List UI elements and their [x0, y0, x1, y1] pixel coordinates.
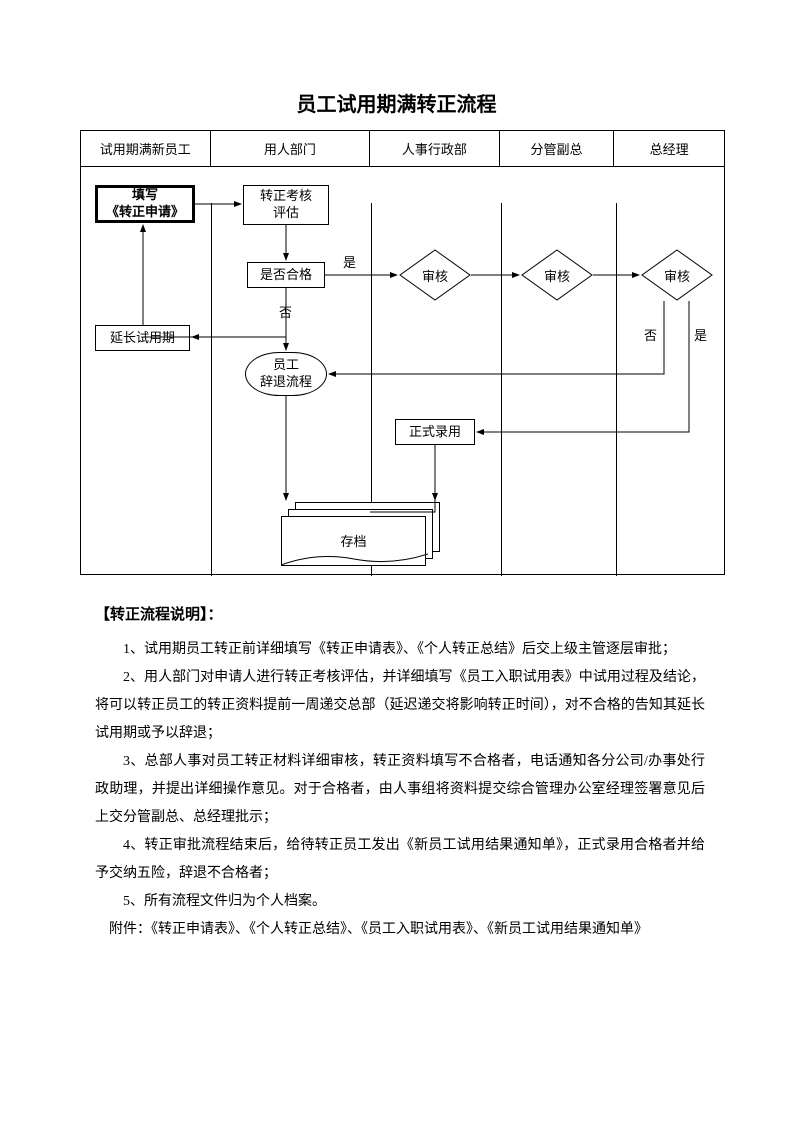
node-extend-probation: 延长试用期: [95, 325, 190, 351]
lane-divider: [616, 203, 617, 576]
node-text: 延长试用期: [110, 330, 175, 347]
node-review-vp: 审核: [521, 249, 593, 301]
node-assessment: 转正考核 评估: [243, 185, 329, 225]
node-text: 填写: [132, 187, 158, 204]
node-text: 员工: [273, 357, 299, 374]
desc-item: 5、所有流程文件归为个人档案。: [95, 888, 705, 916]
flow-area: 填写 《转正申请》 转正考核 评估 是否合格 延长试用期 员工 辞退流程 审核: [81, 167, 724, 576]
node-review-gm: 审核: [641, 249, 713, 301]
node-text: 审核: [664, 266, 690, 285]
desc-appendix: 附件：《转正申请表》、《个人转正总结》、《员工入职试用表》、《新员工试用结果通知…: [95, 916, 705, 944]
page-title: 员工试用期满转正流程: [0, 0, 793, 133]
node-text: 审核: [422, 266, 448, 285]
edge-label-no: 否: [279, 302, 292, 321]
description-section: 【转正流程说明】： 1、试用期员工转正前详细填写《转正申请表》、《个人转正总结》…: [95, 600, 705, 944]
node-review-hr: 审核: [399, 249, 471, 301]
desc-item: 4、转正审批流程结束后，给待转正员工发出《新员工试用结果通知单》，正式录用合格者…: [95, 832, 705, 888]
lane-header-employee: 试用期满新员工: [81, 131, 211, 166]
node-qualified: 是否合格: [247, 262, 325, 288]
lane-header-row: 试用期满新员工 用人部门 人事行政部 分管副总 总经理: [81, 131, 724, 167]
node-archive: 存档: [281, 502, 446, 572]
desc-heading: 【转正流程说明】：: [95, 600, 705, 630]
lane-header-gm: 总经理: [614, 131, 724, 166]
node-text: 正式录用: [409, 424, 461, 441]
node-text: 评估: [273, 205, 299, 222]
swimlane-diagram: 试用期满新员工 用人部门 人事行政部 分管副总 总经理 填写 《转正申请》 转正…: [80, 130, 725, 575]
node-text: 《转正申请》: [106, 204, 184, 221]
edge-label-yes: 是: [694, 325, 707, 344]
node-text: 转正考核: [260, 188, 312, 205]
node-text: 是否合格: [260, 267, 312, 284]
node-text: 审核: [544, 266, 570, 285]
node-fill-application: 填写 《转正申请》: [95, 185, 195, 223]
node-text: 存档: [282, 531, 425, 550]
archive-sheet: 存档: [281, 516, 426, 566]
desc-item: 1、试用期员工转正前详细填写《转正申请表》、《个人转正总结》后交上级主管逐层审批…: [95, 636, 705, 664]
edge-label-no: 否: [644, 325, 657, 344]
desc-item: 2、用人部门对申请人进行转正考核评估，并详细填写《员工入职试用表》中试用过程及结…: [95, 664, 705, 748]
node-formal-hire: 正式录用: [395, 419, 475, 445]
desc-item: 3、总部人事对员工转正材料详细审核，转正资料填写不合格者，电话通知各分公司/办事…: [95, 748, 705, 832]
lane-header-department: 用人部门: [211, 131, 371, 166]
lane-divider: [211, 203, 212, 576]
node-text: 辞退流程: [260, 374, 312, 391]
lane-header-vp: 分管副总: [500, 131, 615, 166]
lane-divider: [501, 203, 502, 576]
edge-label-yes: 是: [343, 252, 356, 271]
node-dismiss-process: 员工 辞退流程: [245, 352, 327, 396]
lane-header-hr: 人事行政部: [370, 131, 500, 166]
